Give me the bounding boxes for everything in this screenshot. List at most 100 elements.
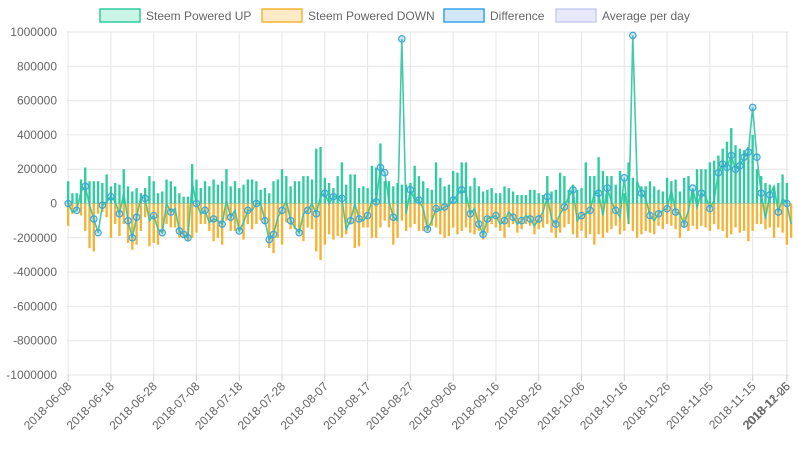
difference-point [98,201,107,210]
down-bar [734,203,737,228]
down-bar [362,203,365,228]
difference-point [560,203,569,211]
up-bar [255,181,258,204]
up-bar [593,176,596,204]
down-bar [439,203,442,235]
up-bar [473,177,476,204]
up-bar [430,189,433,204]
down-bar [71,203,74,214]
difference-point [483,215,492,223]
legend-label: Steem Powered DOWN [308,9,435,23]
up-bar [580,188,583,204]
down-bar [516,203,519,233]
difference-point [269,230,278,239]
difference-point [338,194,346,203]
down-bar [481,203,485,240]
difference-point [406,185,415,194]
legend-label: Difference [490,9,545,23]
difference-point [748,103,757,112]
up-bar [443,186,446,204]
up-bar [387,181,391,204]
up-bar [349,174,352,204]
down-bar [742,203,746,231]
down-bar [310,203,314,230]
down-bar [422,203,425,231]
up-bar [747,146,750,204]
up-bar [195,179,198,204]
difference-point [312,209,321,218]
down-bar [683,203,686,228]
difference-point [226,213,235,222]
up-bar [332,188,335,204]
down-bars [66,203,793,261]
difference-point [620,173,629,182]
up-bar [751,134,754,204]
up-bar [665,177,669,204]
up-bar [165,179,168,204]
down-bar [208,203,211,231]
difference-point [218,220,226,228]
difference-point [714,168,723,177]
down-bar [357,203,361,247]
difference-point [265,235,274,244]
difference-point [244,206,252,215]
up-bar [225,169,228,204]
difference-point [577,211,586,220]
down-bar [306,203,309,228]
up-bar [178,193,181,204]
up-bar [717,155,720,204]
down-bar [255,203,258,225]
down-bar [546,203,549,225]
down-bar [131,203,134,250]
difference-point [278,206,286,215]
legend-label: Steem Powered UP [146,9,251,23]
up-bar [777,182,780,204]
down-bar [490,203,493,225]
down-bar [173,203,177,228]
difference-point [128,234,137,242]
y-tick-label: -800000 [13,334,57,348]
difference-point [355,215,363,223]
down-bar [653,203,656,235]
difference-point [740,153,748,161]
up-bar [708,162,712,204]
down-bar [563,203,566,228]
difference-point [475,220,483,228]
down-bar [259,203,262,221]
down-bar [665,203,669,225]
down-bar [584,203,587,238]
down-bar [152,203,155,243]
up-bar [392,186,395,204]
difference-point [415,196,423,204]
up-bar [280,169,284,204]
up-bar [712,160,716,204]
up-bar [169,181,172,204]
difference-point [72,206,81,215]
difference-point [526,215,534,223]
down-bar [268,203,271,249]
down-bar [379,203,382,228]
up-bar [156,193,160,204]
down-bar [143,203,147,218]
down-bar [165,203,168,225]
down-bar [191,203,194,238]
up-bar [400,184,404,204]
up-bar [490,188,493,204]
up-bar [481,191,485,204]
difference-point [727,151,736,160]
legend-label: Average per day [602,9,690,23]
up-bar [143,188,147,204]
down-bar [345,203,348,235]
down-bar [695,203,699,230]
up-bar [648,181,652,204]
down-bar [520,203,523,230]
down-bar [738,203,741,233]
up-bar [336,176,339,204]
down-bar [434,203,438,228]
up-bar [524,194,528,204]
difference-line [67,35,792,242]
difference-point [167,208,175,216]
up-bar [631,177,635,204]
down-bar [614,203,617,226]
